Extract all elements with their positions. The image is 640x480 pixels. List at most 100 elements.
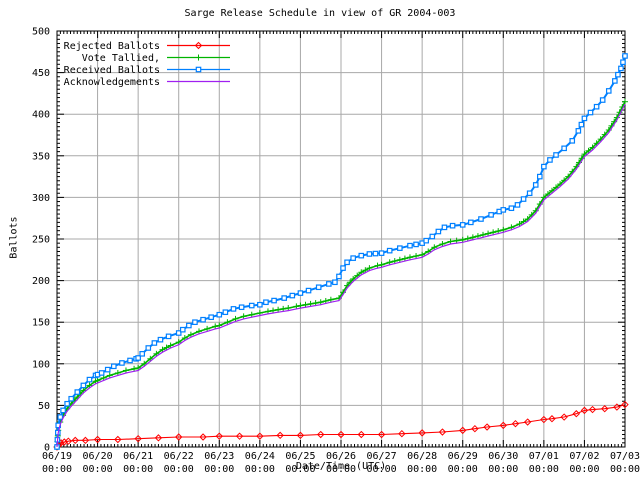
x-tick-label-time: 00:00 xyxy=(367,464,397,475)
square-marker xyxy=(547,157,553,163)
x-tick-label-date: 06/21 xyxy=(123,451,153,462)
square-marker xyxy=(238,304,245,311)
square-marker xyxy=(57,414,64,420)
y-tick-labels: 0 50 100 150 200 250 300 350 400 450 500 xyxy=(32,27,50,454)
square-marker xyxy=(468,219,474,226)
diamond-marker xyxy=(71,436,79,445)
axis-ticks xyxy=(56,30,626,448)
diamond-marker xyxy=(60,438,69,446)
diamond-marker xyxy=(471,424,479,433)
x-tick-label-time: 00:00 xyxy=(164,464,194,475)
diamond-marker xyxy=(64,437,73,445)
legend-label: Rejected Ballots xyxy=(64,41,160,52)
x-tick-label-time: 00:00 xyxy=(407,464,437,475)
gridlines xyxy=(57,31,625,447)
y-tick-label: 150 xyxy=(32,318,50,329)
legend-entry-received-ballots: Received Ballots xyxy=(64,65,230,76)
square-marker xyxy=(200,316,206,323)
x-tick-label-time: 00:00 xyxy=(123,464,153,475)
x-tick-labels: 06/19 00:00 06/20 00:00 06/21 00:00 06/22 00:00… xyxy=(42,451,640,475)
legend-label: Acknowledgements xyxy=(64,77,160,88)
square-marker xyxy=(271,297,277,304)
square-marker xyxy=(488,212,494,218)
square-marker xyxy=(208,314,214,321)
square-marker xyxy=(110,363,117,370)
legend-label: Vote Tallied, xyxy=(82,53,160,64)
square-marker xyxy=(561,145,567,152)
x-tick-label-time: 00:00 xyxy=(285,464,315,475)
square-marker xyxy=(350,255,356,261)
square-marker xyxy=(257,301,263,308)
square-marker xyxy=(151,340,158,346)
square-marker xyxy=(340,265,346,271)
square-marker xyxy=(622,53,628,59)
square-marker xyxy=(532,182,539,188)
diamond-marker xyxy=(93,435,102,444)
diamond-marker xyxy=(499,421,507,430)
diamond-marker xyxy=(459,426,467,435)
square-marker xyxy=(326,281,332,287)
square-marker xyxy=(526,190,533,197)
square-marker xyxy=(263,299,269,306)
square-marker xyxy=(429,233,436,240)
diamond-marker xyxy=(540,415,548,424)
diamond-marker xyxy=(560,413,568,421)
x-tick-label-time: 00:00 xyxy=(569,464,599,475)
diamond-marker xyxy=(296,431,305,440)
x-tick-label-time: 00:00 xyxy=(326,464,356,475)
x-tick-label-date: 06/29 xyxy=(448,451,478,462)
y-tick-label: 300 xyxy=(32,193,50,204)
y-tick-label: 100 xyxy=(32,359,50,370)
square-marker xyxy=(315,284,322,291)
x-axis-label: Date/Time (UTC) xyxy=(295,461,387,472)
diamond-marker xyxy=(483,423,491,431)
square-marker xyxy=(553,152,559,158)
square-marker xyxy=(175,330,182,336)
square-marker xyxy=(104,366,111,373)
y-axis-label: Ballots xyxy=(8,216,20,259)
y-tick-label: 250 xyxy=(32,235,50,246)
diamond-marker xyxy=(377,430,386,439)
square-marker xyxy=(60,407,66,414)
square-marker xyxy=(386,247,393,254)
x-tick-label-date: 06/30 xyxy=(488,451,518,462)
x-tick-label-date: 06/22 xyxy=(164,451,194,462)
square-marker xyxy=(74,389,81,395)
square-marker xyxy=(135,355,141,361)
square-marker xyxy=(508,205,515,212)
square-marker xyxy=(599,97,606,103)
x-tick-label-date: 07/01 xyxy=(529,451,559,462)
square-marker xyxy=(230,306,237,312)
diamond-marker xyxy=(134,434,142,443)
diamond-marker xyxy=(175,433,183,441)
square-marker xyxy=(407,242,413,249)
y-tick-label: 400 xyxy=(32,110,50,121)
y-tick-label: 500 xyxy=(32,27,50,38)
square-marker xyxy=(289,292,296,299)
x-tick-label-time: 00:00 xyxy=(245,464,275,475)
x-tick-label-date: 06/24 xyxy=(245,451,275,462)
x-tick-label-date: 06/19 xyxy=(42,451,72,462)
square-marker xyxy=(397,245,403,251)
square-marker xyxy=(581,115,588,122)
chart-title: Sarge Release Schedule in view of GR 200… xyxy=(184,8,456,19)
square-marker xyxy=(441,224,448,231)
diamond-marker xyxy=(621,400,629,409)
square-marker xyxy=(593,103,600,110)
x-tick-label-time: 00:00 xyxy=(529,464,559,475)
square-marker xyxy=(478,216,484,222)
square-marker xyxy=(98,370,105,376)
diamond-marker xyxy=(81,436,90,445)
square-marker xyxy=(423,237,430,244)
square-marker xyxy=(435,228,442,235)
square-marker xyxy=(332,279,338,286)
diamond-marker xyxy=(572,410,581,418)
y-tick-label: 450 xyxy=(32,68,50,79)
diamond-marker xyxy=(357,430,365,439)
square-marker xyxy=(459,222,466,228)
square-marker xyxy=(536,173,543,180)
square-marker xyxy=(145,345,152,351)
x-tick-label-time: 00:00 xyxy=(448,464,478,475)
